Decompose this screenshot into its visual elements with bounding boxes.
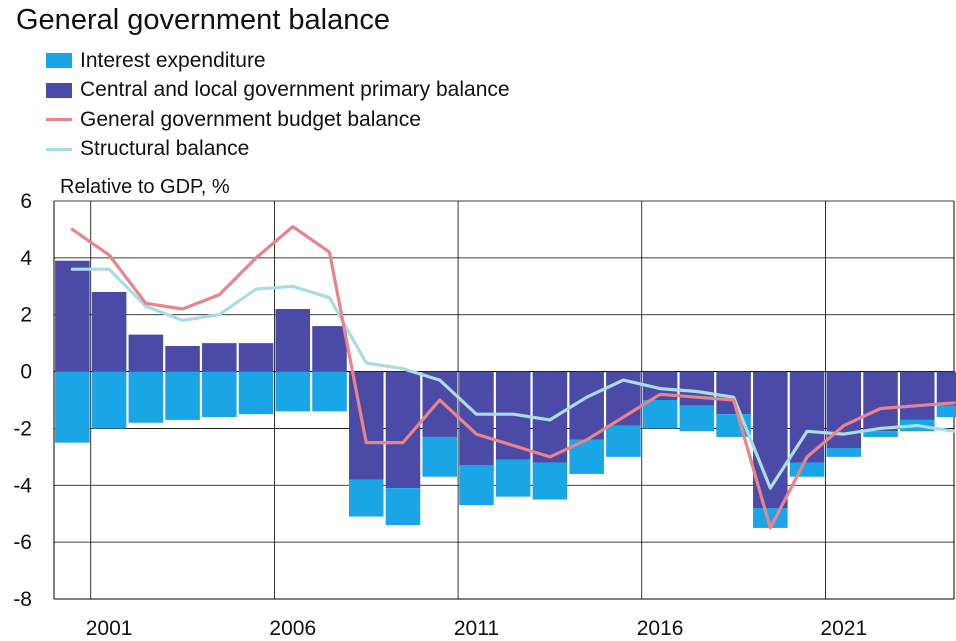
chart-title: General government balance (16, 4, 391, 36)
line-structural-balance (70, 267, 956, 490)
legend-label-structural: Structural balance (80, 137, 250, 161)
bar-interest-expenditure (789, 462, 825, 477)
bar-primary-balance (679, 371, 715, 406)
bar-primary-balance (275, 309, 311, 372)
bar-interest-expenditure (606, 425, 641, 457)
legend-swatch-structural (46, 147, 72, 151)
bar-interest-expenditure (275, 371, 311, 412)
bar-primary-balance (91, 291, 127, 372)
y-tick-label: -4 (13, 474, 32, 497)
y-tick-label: 2 (20, 304, 32, 327)
bar-primary-balance (128, 334, 164, 372)
bar-interest-expenditure (495, 459, 531, 497)
bar-interest-expenditure (422, 436, 457, 477)
bar-interest-expenditure (348, 479, 384, 517)
bar-interest-expenditure (165, 371, 200, 420)
bar-primary-balance (459, 371, 494, 466)
legend-item-structural: Structural balance (46, 135, 510, 165)
bar-primary-balance (936, 371, 956, 406)
bar-interest-expenditure (202, 371, 237, 418)
line-budget-balance (70, 225, 956, 530)
bar-interest-expenditure (936, 405, 956, 418)
legend-swatch-primary (46, 82, 72, 98)
bar-primary-balance (863, 371, 898, 432)
bar-interest-expenditure (679, 405, 715, 432)
legend-item-primary: Central and local government primary bal… (46, 76, 510, 106)
y-axis-unit-label: Relative to GDP, % (60, 176, 230, 198)
bar-interest-expenditure (642, 400, 678, 429)
bar-primary-balance (202, 343, 237, 372)
legend: Interest expenditure Central and local g… (46, 46, 510, 164)
bar-primary-balance (238, 343, 274, 372)
bar-interest-expenditure (459, 465, 494, 506)
bar-interest-expenditure (826, 448, 862, 457)
y-tick-label: 0 (20, 361, 32, 384)
bar-interest-expenditure (863, 431, 898, 437)
y-tick-label: 6 (20, 190, 32, 213)
legend-item-budget: General government budget balance (46, 105, 510, 135)
legend-item-interest: Interest expenditure (46, 46, 510, 76)
legend-label-budget: General government budget balance (80, 107, 421, 131)
y-tick-label: -6 (13, 531, 32, 554)
bar-interest-expenditure (91, 371, 127, 429)
bar-primary-balance (900, 371, 935, 420)
x-tick-label: 2021 (820, 617, 867, 640)
bar-primary-balance (165, 345, 200, 372)
bar-primary-balance (422, 371, 457, 437)
bar-interest-expenditure (385, 488, 421, 526)
legend-label-interest: Interest expenditure (80, 48, 266, 72)
bar-interest-expenditure (128, 371, 164, 423)
bar-primary-balance (55, 260, 90, 372)
y-tick-label: 4 (20, 247, 32, 270)
bar-primary-balance (716, 371, 751, 415)
x-tick-label: 2011 (454, 617, 499, 640)
bar-interest-expenditure (532, 462, 568, 500)
x-tick-label: 2006 (269, 617, 316, 640)
bar-interest-expenditure (55, 371, 90, 443)
legend-swatch-interest (46, 53, 72, 69)
bar-interest-expenditure (238, 371, 274, 415)
legend-swatch-budget (46, 118, 72, 122)
legend-label-primary: Central and local government primary bal… (80, 78, 510, 102)
bar-primary-balance (312, 326, 347, 372)
x-tick-label: 2016 (637, 617, 684, 640)
bar-interest-expenditure (312, 371, 347, 412)
x-tick-label: 2001 (86, 617, 133, 640)
y-tick-label: -8 (13, 588, 32, 611)
y-tick-label: -2 (13, 417, 32, 440)
